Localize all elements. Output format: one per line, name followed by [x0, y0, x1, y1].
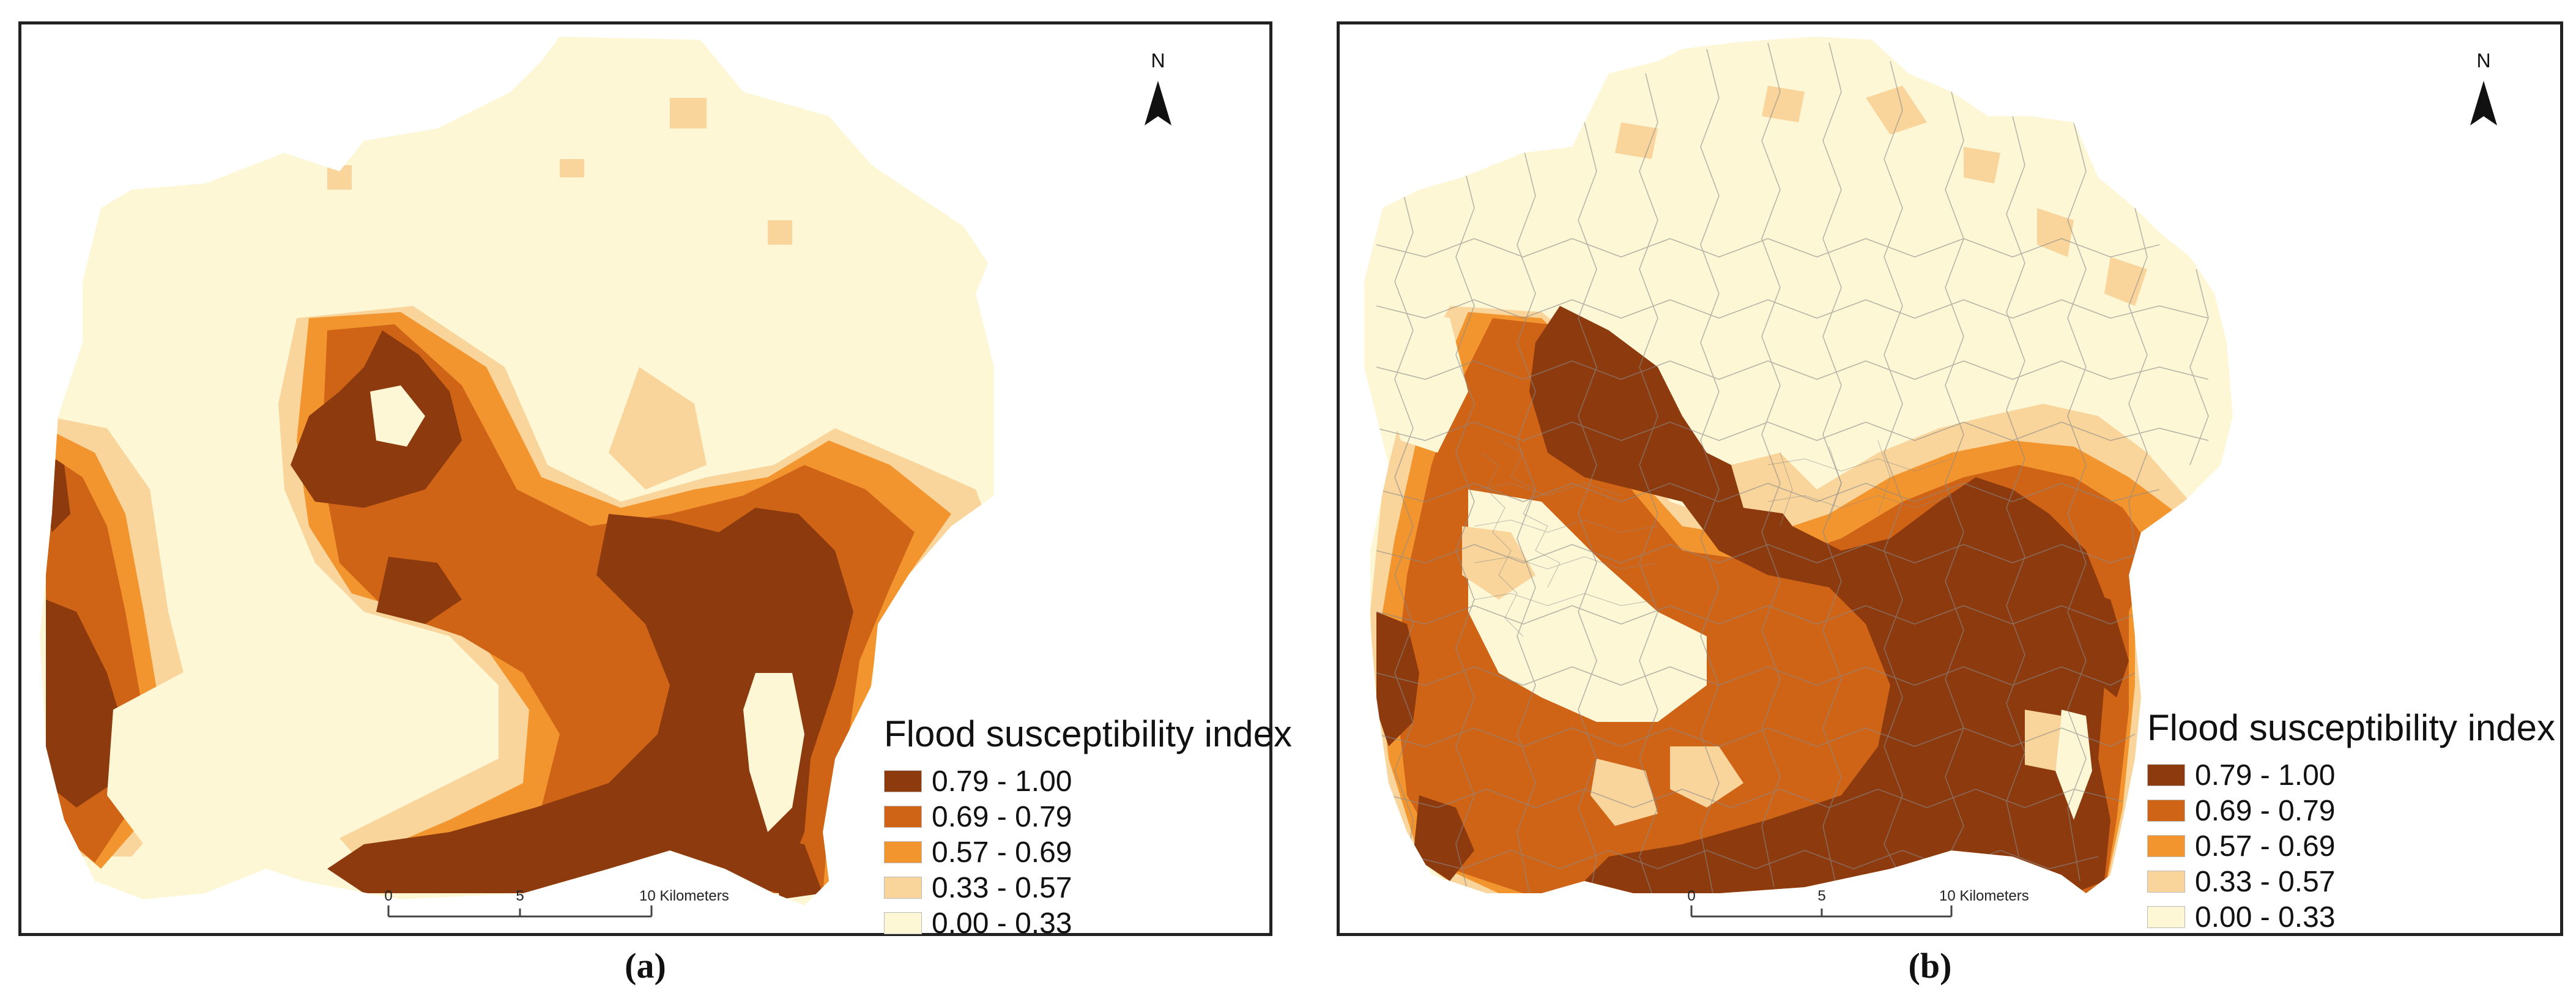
- map-panel-b: N 0 5 10 Kilometers Flood susceptibility…: [1337, 21, 2563, 936]
- legend-rows: 0.79 - 1.00 0.69 - 0.79 0.57 - 0.69 0.33 - …: [884, 764, 1292, 941]
- caption-a: (a): [625, 946, 666, 986]
- legend-swatch: [2147, 764, 2185, 786]
- north-label: N: [1151, 50, 1165, 72]
- scale-bar: 0 5 10 Kilometers: [384, 888, 729, 918]
- legend-rows: 0.79 - 1.00 0.69 - 0.79 0.57 - 0.69 0.33 - …: [2147, 757, 2555, 935]
- legend-label: 0.57 - 0.69: [932, 836, 1072, 869]
- legend-swatch: [884, 877, 922, 899]
- legend-title: Flood susceptibility index: [2147, 707, 2556, 748]
- legend-item: 0.33 - 0.57: [2147, 864, 2555, 899]
- legend-label: 0.00 - 0.33: [2195, 901, 2336, 934]
- legend-label: 0.33 - 0.57: [932, 871, 1072, 904]
- legend-swatch: [884, 806, 922, 828]
- legend-label: 0.69 - 0.79: [932, 800, 1072, 833]
- legend-item: 0.33 - 0.57: [884, 870, 1292, 905]
- legend-item: 0.79 - 1.00: [884, 764, 1292, 799]
- scale-tick-10: 10 Kilometers: [1939, 888, 2029, 904]
- legend-swatch: [884, 912, 922, 934]
- legend-item: 0.57 - 0.69: [884, 834, 1292, 870]
- legend-swatch: [2147, 835, 2185, 857]
- north-arrow-icon: N: [1145, 50, 1171, 125]
- map-panel-a: N 0 5 10 Kilometers Flood susceptibility…: [18, 21, 1292, 940]
- legend-item: 0.57 - 0.69: [2147, 828, 2555, 864]
- north-label: N: [2476, 50, 2490, 72]
- legend-label: 0.00 - 0.33: [932, 907, 1072, 940]
- north-arrow-icon: N: [2470, 50, 2497, 125]
- legend-label: 0.57 - 0.69: [2195, 830, 2336, 863]
- legend-swatch: [2147, 871, 2185, 893]
- legend-item: 0.00 - 0.33: [2147, 899, 2555, 935]
- legend-item: 0.69 - 0.79: [2147, 793, 2555, 828]
- legend-label: 0.79 - 1.00: [932, 765, 1072, 798]
- scale-tick-5: 5: [1817, 888, 1825, 904]
- legend-swatch: [884, 841, 922, 863]
- scale-tick-0: 0: [1687, 888, 1695, 904]
- scale-tick-0: 0: [384, 888, 392, 904]
- legend-title: Flood susceptibility index: [884, 713, 1293, 754]
- scale-tick-10: 10 Kilometers: [639, 888, 729, 904]
- legend-a: Flood susceptibility index 0.79 - 1.00 0.…: [884, 716, 1292, 941]
- legend-swatch: [2147, 906, 2185, 928]
- legend-label: 0.69 - 0.79: [2195, 794, 2336, 827]
- flood-map-a: N 0 5 10 Kilometers: [40, 37, 1171, 918]
- legend-swatch: [884, 770, 922, 792]
- legend-b: Flood susceptibility index 0.79 - 1.00 0.…: [2147, 710, 2555, 935]
- legend-item: 0.00 - 0.33: [884, 905, 1292, 941]
- flood-map-b: N 0 5 10 Kilometers: [1364, 37, 2497, 918]
- legend-item: 0.69 - 0.79: [884, 799, 1292, 834]
- legend-swatch: [2147, 800, 2185, 822]
- scale-tick-5: 5: [516, 888, 524, 904]
- scale-bar: 0 5 10 Kilometers: [1687, 888, 2029, 918]
- legend-label: 0.79 - 1.00: [2195, 759, 2336, 792]
- legend-item: 0.79 - 1.00: [2147, 757, 2555, 793]
- caption-b: (b): [1908, 946, 1952, 986]
- legend-label: 0.33 - 0.57: [2195, 865, 2336, 898]
